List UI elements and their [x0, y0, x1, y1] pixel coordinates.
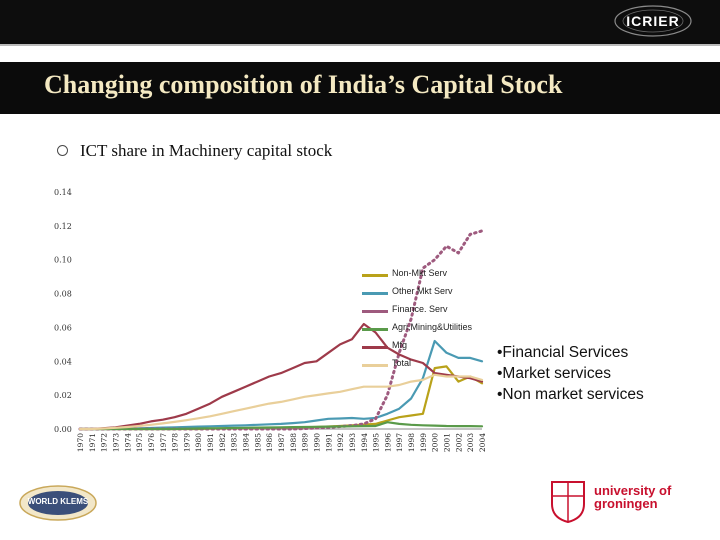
- logo-globe-icon: [614, 5, 692, 37]
- x-tick-label: 1970: [76, 433, 85, 452]
- x-tick-label: 1988: [289, 433, 298, 452]
- legend-label: Mfg: [392, 340, 408, 350]
- x-tick-label: 1990: [312, 433, 321, 452]
- y-tick-label: 0.00: [54, 425, 72, 434]
- series-line-mfg: [78, 322, 484, 431]
- legend-swatch: [362, 310, 388, 313]
- x-tick-label: 2002: [454, 433, 463, 452]
- x-tick-label: 1994: [360, 433, 369, 452]
- world-klems-text: WORLD KLEMS: [27, 497, 89, 506]
- legend-label: Other Mkt Serv: [392, 286, 453, 296]
- bullet-circle-icon: [57, 145, 68, 156]
- y-tick-label: 0.02: [54, 391, 72, 400]
- legend-label: Total: [392, 358, 412, 368]
- y-tick-label: 0.14: [54, 188, 72, 197]
- x-tick-label: 1986: [265, 433, 274, 452]
- legend-item: Mfg: [362, 340, 492, 354]
- x-tick-label: 2004: [478, 433, 487, 452]
- university-line2: groningen: [594, 496, 658, 511]
- world-klems-logo: WORLD KLEMS: [18, 484, 98, 522]
- top-bar: [0, 0, 720, 44]
- legend-item: Non-Mkt Serv: [362, 268, 492, 282]
- line-chart: 0.00 0.02 0.04 0.06 0.08 0.10 0.12 0.14 1970 1971…: [54, 188, 487, 452]
- legend-item: Other Mkt Serv: [362, 286, 492, 300]
- legend-label: Non-Mkt Serv: [392, 268, 448, 278]
- x-tick-label: 1996: [383, 433, 392, 452]
- x-tick-label: 1974: [123, 433, 132, 452]
- y-tick-label: 0.10: [54, 256, 72, 265]
- note-market-services: •Market services: [497, 365, 611, 382]
- note-non-market-services: •Non market services: [497, 386, 644, 403]
- x-tick-label: 1997: [395, 433, 404, 452]
- x-tick-label: 1973: [111, 433, 120, 452]
- legend-swatch: [362, 292, 388, 295]
- legend-item: Agri,Mining&Utilities: [362, 322, 492, 336]
- y-tick-label: 0.12: [54, 222, 72, 231]
- university-name: university of groningen: [594, 484, 671, 510]
- x-tick-label: 1984: [242, 433, 251, 452]
- x-tick-label: 1989: [301, 433, 310, 452]
- x-tick-label: 1979: [182, 433, 191, 452]
- notes-box: •Financial Services •Market services •No…: [497, 342, 697, 405]
- series-line-other-mkt-serv: [78, 339, 484, 431]
- note-financial-services: •Financial Services: [497, 344, 629, 361]
- x-tick-label: 1987: [277, 433, 286, 452]
- y-tick-label: 0.08: [54, 290, 72, 299]
- x-tick-label: 2003: [466, 433, 475, 452]
- legend-item: Total: [362, 358, 492, 372]
- x-tick-label: 1998: [407, 433, 416, 452]
- series-line-non-mkt-serv: [78, 365, 484, 431]
- x-tick-label: 1976: [147, 433, 156, 452]
- title-bar: [0, 62, 720, 114]
- icrier-logo: ICRIER: [612, 4, 694, 38]
- x-tick-label: 1992: [336, 433, 345, 452]
- chart-subtitle: ICT share in Machinery capital stock: [80, 141, 333, 160]
- y-tick-label: 0.04: [54, 357, 72, 366]
- legend-swatch: [362, 274, 388, 277]
- x-tick-label: 1971: [88, 433, 97, 452]
- legend-item: Finance. Serv: [362, 304, 492, 318]
- x-tick-label: 1977: [159, 433, 168, 452]
- series-line-total: [78, 373, 484, 431]
- university-crest-icon: [551, 481, 585, 524]
- y-tick-label: 0.06: [54, 323, 72, 332]
- x-tick-label: 1995: [372, 433, 381, 452]
- x-tick-label: 2001: [443, 433, 452, 452]
- legend-label: Finance. Serv: [392, 304, 448, 314]
- legend-swatch: [362, 346, 388, 349]
- x-tick-label: 1991: [324, 433, 333, 452]
- x-tick-label: 1999: [419, 433, 428, 452]
- x-tick-label: 1981: [206, 433, 215, 452]
- x-tick-label: 1975: [135, 433, 144, 452]
- world-klems-emblem-icon: [19, 485, 97, 521]
- university-groningen-logo: university of groningen: [546, 478, 696, 526]
- x-tick-label: 1980: [194, 433, 203, 452]
- x-tick-label: 1993: [348, 433, 357, 452]
- x-tick-label: 1978: [171, 433, 180, 452]
- x-tick-label: 1983: [230, 433, 239, 452]
- page-title: Changing composition of India’s Capital …: [44, 70, 563, 99]
- legend-swatch: [362, 328, 388, 331]
- legend-label: Agri,Mining&Utilities: [392, 322, 473, 332]
- x-tick-label: 1982: [218, 433, 227, 452]
- logo-text: ICRIER: [626, 13, 680, 29]
- x-tick-label: 1985: [253, 433, 262, 452]
- legend-swatch: [362, 364, 388, 367]
- x-tick-label: 2000: [431, 433, 440, 452]
- university-line1: university of: [594, 483, 672, 498]
- top-divider: [0, 44, 720, 46]
- series-line-agri-mining-utilities: [78, 421, 484, 431]
- x-tick-label: 1972: [100, 433, 109, 452]
